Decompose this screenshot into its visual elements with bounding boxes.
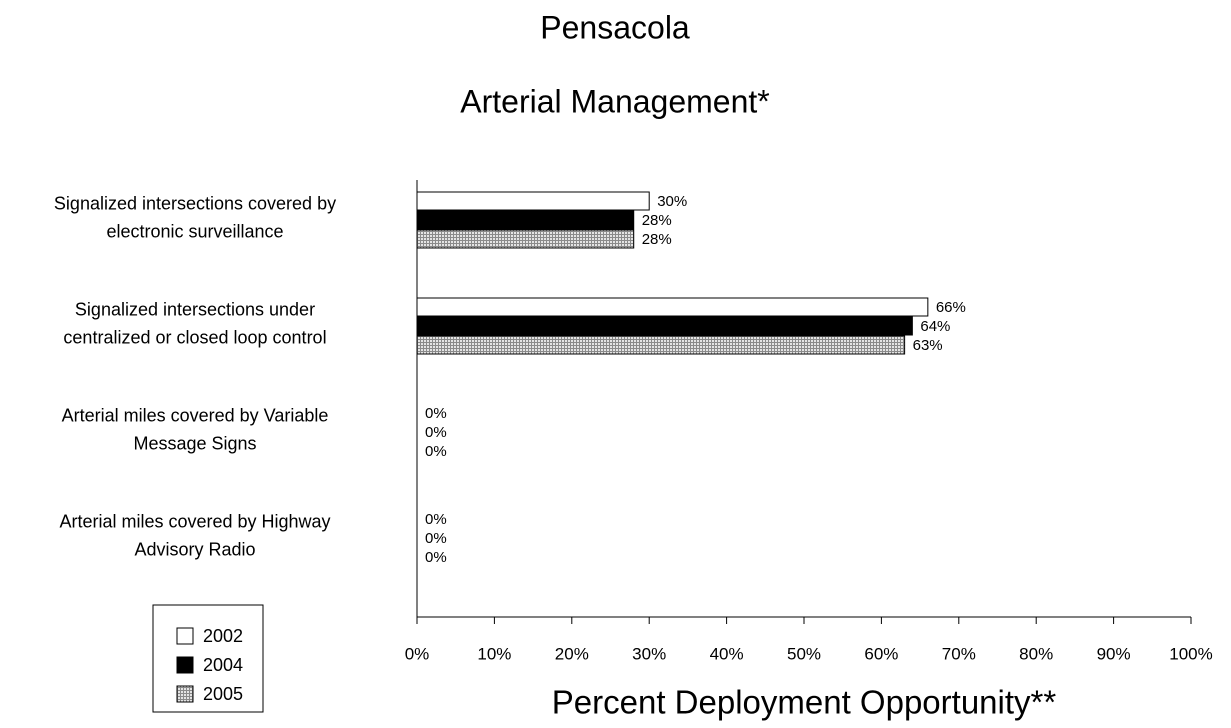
- legend-label: 2002: [203, 626, 243, 646]
- x-tick-label: 80%: [1019, 644, 1053, 663]
- value-label: 28%: [642, 212, 672, 229]
- chart-subtitle: Arterial Management*: [460, 83, 769, 119]
- value-label: 0%: [425, 424, 447, 441]
- x-tick-label: 30%: [632, 644, 666, 663]
- category-label: Signalized intersections covered by: [54, 193, 336, 213]
- x-tick-label: 100%: [1169, 644, 1212, 663]
- x-tick-label: 10%: [477, 644, 511, 663]
- x-tick-label: 50%: [787, 644, 821, 663]
- value-label: 0%: [425, 530, 447, 547]
- legend-box: [152, 604, 264, 713]
- x-tick-label: 70%: [942, 644, 976, 663]
- bar: [416, 335, 906, 355]
- value-label: 0%: [425, 443, 447, 460]
- category-label: centralized or closed loop control: [63, 327, 326, 347]
- x-tick-label: 0%: [405, 644, 430, 663]
- chart-title: Pensacola: [540, 9, 690, 45]
- value-label: 30%: [657, 193, 687, 210]
- category-label: Arterial miles covered by Variable: [62, 405, 329, 425]
- bar: [416, 191, 650, 211]
- legend-label: 2004: [203, 655, 243, 675]
- x-axis-label: Percent Deployment Opportunity**: [552, 684, 1057, 721]
- value-label: 0%: [425, 511, 447, 528]
- value-label: 63%: [913, 337, 943, 354]
- x-tick-label: 90%: [1097, 644, 1131, 663]
- legend-label: 2005: [203, 684, 243, 704]
- legend-swatch: [176, 656, 194, 674]
- bar: [416, 210, 635, 230]
- value-label: 64%: [920, 318, 950, 335]
- category-label: Arterial miles covered by Highway: [59, 511, 330, 531]
- value-label: 0%: [425, 549, 447, 566]
- bar: [416, 297, 929, 317]
- bar: [416, 229, 635, 249]
- x-tick-label: 60%: [864, 644, 898, 663]
- legend-swatch: [176, 627, 194, 645]
- x-tick-label: 40%: [710, 644, 744, 663]
- category-label: Message Signs: [133, 433, 256, 453]
- value-label: 28%: [642, 231, 672, 248]
- legend-swatch: [176, 685, 194, 703]
- x-tick-label: 20%: [555, 644, 589, 663]
- category-label: Signalized intersections under: [75, 299, 315, 319]
- bar: [416, 316, 913, 336]
- value-label: 66%: [936, 299, 966, 316]
- category-label: Advisory Radio: [134, 539, 255, 559]
- category-label: electronic surveillance: [106, 221, 283, 241]
- value-label: 0%: [425, 405, 447, 422]
